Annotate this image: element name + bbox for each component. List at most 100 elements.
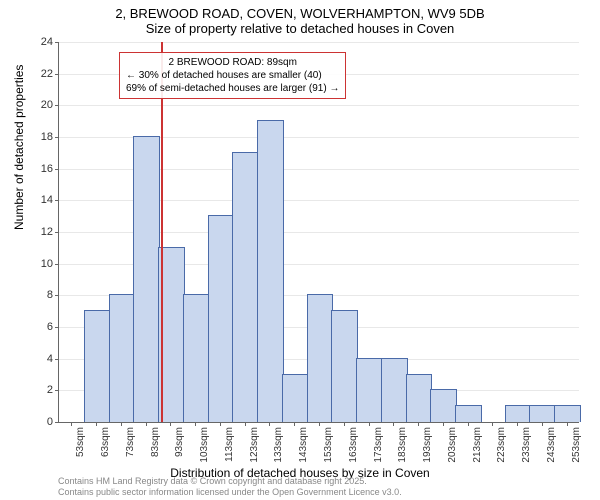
xtick-mark — [443, 422, 444, 426]
ytick-label: 4 — [23, 353, 53, 365]
ytick-label: 20 — [23, 99, 53, 111]
bar — [406, 374, 433, 423]
footer-line1: Contains HM Land Registry data © Crown c… — [58, 476, 402, 487]
xtick-mark — [492, 422, 493, 426]
xtick-label: 123sqm — [249, 427, 260, 463]
ytick-mark — [55, 295, 59, 296]
ytick-mark — [55, 105, 59, 106]
xtick-label: 253sqm — [571, 427, 582, 463]
ytick-mark — [55, 137, 59, 138]
bar — [331, 310, 358, 422]
xtick-label: 163sqm — [348, 427, 359, 463]
xtick-label: 53sqm — [75, 427, 86, 457]
bar — [307, 294, 334, 422]
chart-footer: Contains HM Land Registry data © Crown c… — [58, 476, 402, 498]
bar — [133, 136, 160, 422]
xtick-label: 113sqm — [224, 427, 235, 462]
reference-line — [161, 42, 163, 422]
ytick-label: 2 — [23, 384, 53, 396]
bar — [505, 405, 532, 422]
ytick-label: 18 — [23, 131, 53, 143]
xtick-mark — [369, 422, 370, 426]
bar — [232, 152, 259, 422]
xtick-label: 63sqm — [100, 427, 111, 457]
xtick-label: 153sqm — [323, 427, 334, 463]
bar — [430, 389, 457, 422]
xtick-mark — [121, 422, 122, 426]
xtick-mark — [96, 422, 97, 426]
ytick-label: 14 — [23, 194, 53, 206]
xtick-label: 243sqm — [546, 427, 557, 463]
xtick-label: 213sqm — [472, 427, 483, 463]
bar — [208, 215, 235, 422]
xtick-label: 223sqm — [496, 427, 507, 463]
chart-area: 02468101214161820222453sqm63sqm73sqm83sq… — [58, 42, 578, 422]
annotation-line: 69% of semi-detached houses are larger (… — [126, 82, 339, 95]
ytick-label: 22 — [23, 68, 53, 80]
xtick-mark — [393, 422, 394, 426]
bar — [84, 310, 111, 422]
xtick-mark — [319, 422, 320, 426]
ytick-mark — [55, 42, 59, 43]
ytick-mark — [55, 422, 59, 423]
xtick-label: 133sqm — [273, 427, 284, 463]
xtick-mark — [146, 422, 147, 426]
xtick-label: 233sqm — [521, 427, 532, 463]
xtick-label: 183sqm — [397, 427, 408, 463]
title-line1: 2, BREWOOD ROAD, COVEN, WOLVERHAMPTON, W… — [0, 0, 600, 21]
xtick-mark — [418, 422, 419, 426]
xtick-mark — [294, 422, 295, 426]
bar — [282, 374, 309, 423]
xtick-mark — [269, 422, 270, 426]
xtick-label: 173sqm — [373, 427, 384, 463]
ytick-mark — [55, 390, 59, 391]
xtick-mark — [71, 422, 72, 426]
xtick-mark — [195, 422, 196, 426]
ytick-label: 12 — [23, 226, 53, 238]
ytick-label: 8 — [23, 289, 53, 301]
xtick-mark — [245, 422, 246, 426]
gridline — [59, 105, 579, 106]
xtick-mark — [542, 422, 543, 426]
chart-container: 2, BREWOOD ROAD, COVEN, WOLVERHAMPTON, W… — [0, 0, 600, 500]
xtick-label: 83sqm — [150, 427, 161, 457]
annotation-box: 2 BREWOOD ROAD: 89sqm← 30% of detached h… — [119, 52, 346, 99]
xtick-mark — [220, 422, 221, 426]
xtick-mark — [567, 422, 568, 426]
ytick-mark — [55, 74, 59, 75]
xtick-label: 193sqm — [422, 427, 433, 463]
plot-area: 02468101214161820222453sqm63sqm73sqm83sq… — [58, 42, 579, 423]
ytick-label: 6 — [23, 321, 53, 333]
ytick-mark — [55, 169, 59, 170]
ytick-label: 0 — [23, 416, 53, 428]
bar — [183, 294, 210, 422]
bar — [257, 120, 284, 422]
bar — [455, 405, 482, 422]
ytick-mark — [55, 200, 59, 201]
ytick-mark — [55, 359, 59, 360]
xtick-mark — [344, 422, 345, 426]
footer-line2: Contains public sector information licen… — [58, 487, 402, 498]
xtick-label: 143sqm — [298, 427, 309, 463]
bar — [529, 405, 556, 422]
bar — [554, 405, 581, 422]
annotation-line: ← 30% of detached houses are smaller (40… — [126, 69, 339, 82]
ytick-label: 10 — [23, 258, 53, 270]
annotation-line: 2 BREWOOD ROAD: 89sqm — [126, 56, 339, 69]
title-line2: Size of property relative to detached ho… — [0, 21, 600, 36]
xtick-mark — [517, 422, 518, 426]
xtick-mark — [170, 422, 171, 426]
xtick-label: 203sqm — [447, 427, 458, 463]
ytick-label: 24 — [23, 36, 53, 48]
gridline — [59, 42, 579, 43]
bar — [109, 294, 136, 422]
xtick-mark — [468, 422, 469, 426]
ytick-mark — [55, 232, 59, 233]
bar — [381, 358, 408, 422]
xtick-label: 103sqm — [199, 427, 210, 463]
ytick-mark — [55, 327, 59, 328]
xtick-label: 73sqm — [125, 427, 136, 457]
ytick-mark — [55, 264, 59, 265]
ytick-label: 16 — [23, 163, 53, 175]
xtick-label: 93sqm — [174, 427, 185, 457]
